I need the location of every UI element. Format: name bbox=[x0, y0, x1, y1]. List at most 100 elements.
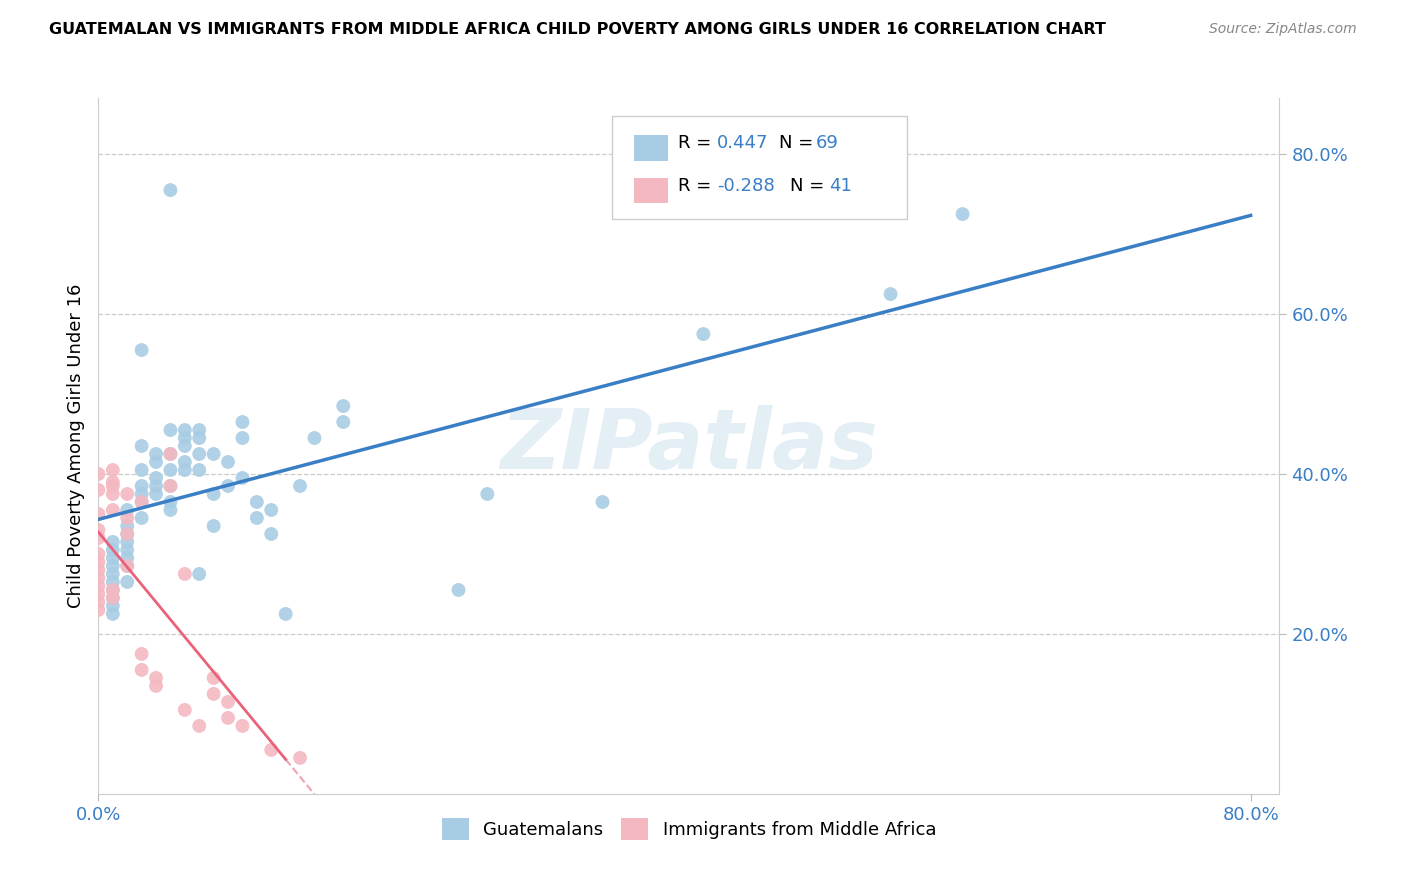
Point bbox=[304, 431, 326, 445]
Point bbox=[101, 591, 124, 605]
Point bbox=[115, 527, 138, 541]
Point bbox=[101, 551, 124, 566]
Point bbox=[188, 719, 211, 733]
Point bbox=[101, 591, 124, 605]
Point bbox=[87, 523, 110, 537]
Point bbox=[952, 207, 974, 221]
Legend: Guatemalans, Immigrants from Middle Africa: Guatemalans, Immigrants from Middle Afri… bbox=[434, 811, 943, 847]
Point bbox=[159, 463, 181, 477]
Point bbox=[692, 326, 714, 341]
Point bbox=[173, 439, 195, 453]
Point bbox=[101, 582, 124, 597]
Point bbox=[87, 603, 110, 617]
Point bbox=[131, 439, 153, 453]
Point bbox=[332, 415, 354, 429]
Point bbox=[145, 671, 167, 685]
Point bbox=[231, 415, 253, 429]
Point bbox=[159, 479, 181, 493]
Point bbox=[87, 531, 110, 545]
Point bbox=[101, 574, 124, 589]
Point bbox=[131, 463, 153, 477]
Point bbox=[115, 535, 138, 549]
Point bbox=[231, 719, 253, 733]
Text: GUATEMALAN VS IMMIGRANTS FROM MIDDLE AFRICA CHILD POVERTY AMONG GIRLS UNDER 16 C: GUATEMALAN VS IMMIGRANTS FROM MIDDLE AFR… bbox=[49, 22, 1107, 37]
Point bbox=[87, 555, 110, 569]
Point bbox=[145, 471, 167, 485]
Point bbox=[173, 431, 195, 445]
Point bbox=[131, 479, 153, 493]
Point bbox=[131, 647, 153, 661]
Point bbox=[202, 447, 225, 461]
Point bbox=[202, 519, 225, 533]
Point bbox=[188, 431, 211, 445]
Point bbox=[159, 423, 181, 437]
Point bbox=[145, 455, 167, 469]
Point bbox=[159, 447, 181, 461]
Point bbox=[447, 582, 470, 597]
Point bbox=[115, 511, 138, 525]
Point bbox=[159, 183, 181, 197]
Point bbox=[87, 563, 110, 577]
Point bbox=[115, 558, 138, 573]
Point bbox=[101, 582, 124, 597]
Point bbox=[101, 535, 124, 549]
Point bbox=[231, 471, 253, 485]
Point bbox=[101, 503, 124, 517]
Point bbox=[288, 751, 311, 765]
Text: N =: N = bbox=[790, 177, 830, 194]
Point bbox=[131, 495, 153, 509]
Point bbox=[188, 566, 211, 581]
Point bbox=[159, 447, 181, 461]
Point bbox=[101, 487, 124, 501]
Point bbox=[202, 687, 225, 701]
Text: 41: 41 bbox=[830, 177, 852, 194]
Point bbox=[87, 587, 110, 601]
Point bbox=[115, 519, 138, 533]
Point bbox=[101, 479, 124, 493]
Point bbox=[188, 463, 211, 477]
Text: N =: N = bbox=[779, 134, 818, 152]
Point bbox=[115, 543, 138, 558]
Point bbox=[217, 695, 239, 709]
Point bbox=[202, 671, 225, 685]
Point bbox=[131, 495, 153, 509]
Point bbox=[101, 607, 124, 621]
Point bbox=[101, 566, 124, 581]
Text: 0.447: 0.447 bbox=[717, 134, 769, 152]
Point bbox=[592, 495, 614, 509]
Point bbox=[159, 479, 181, 493]
Point bbox=[131, 487, 153, 501]
Point bbox=[87, 483, 110, 497]
Point bbox=[288, 479, 311, 493]
Point bbox=[145, 679, 167, 693]
Point bbox=[115, 487, 138, 501]
Point bbox=[173, 566, 195, 581]
Point bbox=[217, 479, 239, 493]
Point bbox=[115, 558, 138, 573]
Point bbox=[246, 495, 269, 509]
Point bbox=[87, 579, 110, 593]
Point bbox=[115, 551, 138, 566]
Text: 69: 69 bbox=[815, 134, 838, 152]
Point bbox=[131, 511, 153, 525]
Point bbox=[115, 574, 138, 589]
Y-axis label: Child Poverty Among Girls Under 16: Child Poverty Among Girls Under 16 bbox=[66, 284, 84, 608]
Point bbox=[173, 463, 195, 477]
Point bbox=[332, 399, 354, 413]
Text: ZIPatlas: ZIPatlas bbox=[501, 406, 877, 486]
Point bbox=[260, 743, 283, 757]
Point bbox=[260, 503, 283, 517]
Point bbox=[101, 475, 124, 489]
Point bbox=[87, 595, 110, 609]
Point bbox=[87, 507, 110, 521]
Point bbox=[145, 487, 167, 501]
Point bbox=[188, 447, 211, 461]
Point bbox=[217, 455, 239, 469]
Point bbox=[173, 423, 195, 437]
Point bbox=[173, 455, 195, 469]
Point bbox=[202, 487, 225, 501]
Point bbox=[101, 463, 124, 477]
Point bbox=[246, 511, 269, 525]
Point bbox=[145, 479, 167, 493]
Point bbox=[217, 711, 239, 725]
